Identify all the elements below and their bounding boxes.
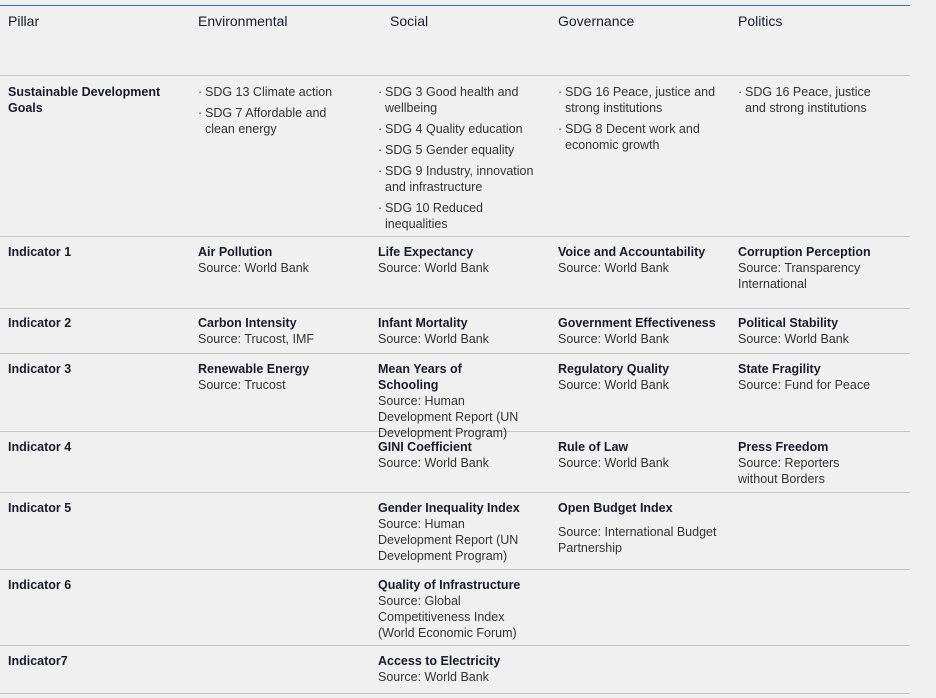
indicator-name: Access to Electricity — [378, 654, 501, 668]
indicator-name: Infant Mortality — [378, 316, 468, 330]
row-label: Indicator 1 — [8, 245, 72, 259]
indicator-cell: Regulatory Quality Source: World Bank — [558, 361, 718, 393]
indicator-name: Gender Inequality Index — [378, 501, 520, 515]
row-label: Indicator 2 — [8, 316, 72, 330]
indicator-name: Rule of Law — [558, 440, 629, 454]
indicator-name: Carbon Intensity — [198, 316, 297, 330]
indicator-cell: Quality of Infrastructure Source: Global … — [378, 577, 523, 641]
sdg-item: SDG 4 Quality education — [378, 121, 538, 137]
indicator-source: Source: World Bank — [378, 332, 489, 346]
row-divider — [0, 431, 910, 432]
indicator-source: Source: Transparency International — [738, 261, 861, 291]
top-rule — [0, 5, 910, 6]
sdg-item: SDG 13 Climate action — [198, 84, 338, 100]
indicator-cell: Infant Mortality Source: World Bank — [378, 315, 523, 347]
sdg-item: SDG 5 Gender equality — [378, 142, 538, 158]
indicator-cell: Political Stability Source: World Bank — [738, 315, 873, 347]
row-label: Indicator 6 — [8, 578, 72, 592]
indicator-source: Source: World Bank — [198, 261, 309, 275]
indicator-cell: GINI Coefficient Source: World Bank — [378, 439, 523, 471]
indicator-source: Source: World Bank — [378, 670, 489, 684]
indicator-name: Political Stability — [738, 316, 839, 330]
row-divider — [0, 492, 910, 493]
sdg-item: SDG 7 Affordable and clean energy — [198, 105, 338, 137]
indicator-name: Regulatory Quality — [558, 362, 670, 376]
indicator-cell: Air Pollution Source: World Bank — [198, 244, 348, 276]
indicator-cell: Corruption Perception Source: Transparenc… — [738, 244, 873, 292]
row-divider — [0, 353, 910, 354]
column-header: Politics — [738, 13, 783, 29]
indicator-source: Source: World Bank — [378, 261, 489, 275]
sdg-item: SDG 16 Peace, justice and strong institu… — [558, 84, 718, 116]
sdg-list: SDG 13 Climate action SDG 7 Affordable an… — [198, 84, 338, 142]
indicator-cell: State Fragility Source: Fund for Peace — [738, 361, 873, 393]
indicator-source: Source: Trucost — [198, 378, 286, 392]
indicator-cell: Life Expectancy Source: World Bank — [378, 244, 523, 276]
row-divider — [0, 75, 910, 76]
indicator-source: Source: World Bank — [738, 332, 849, 346]
row-divider — [0, 308, 910, 309]
row-label: Indicator 5 — [8, 501, 72, 515]
sdg-item: SDG 10 Reduced inequalities — [378, 200, 538, 232]
sdg-item: SDG 9 Industry, innovation and infrastru… — [378, 163, 538, 195]
indicator-name: GINI Coefficient — [378, 440, 472, 454]
indicator-source: Source: Global Competitiveness Index (Wo… — [378, 594, 517, 640]
indicator-cell: Rule of Law Source: World Bank — [558, 439, 718, 471]
indicator-source: Source: Human Development Report (UN Dev… — [378, 394, 519, 440]
column-header: Environmental — [198, 13, 288, 29]
column-header: Governance — [558, 13, 635, 29]
indicator-name: Voice and Accountability — [558, 245, 706, 259]
indicator-cell: Gender Inequality Index Source: Human Dev… — [378, 500, 523, 564]
sdg-list: SDG 3 Good health and wellbeing SDG 4 Qua… — [378, 84, 538, 237]
sdg-item: SDG 8 Decent work and economic growth — [558, 121, 718, 153]
indicator-cell: Open Budget Index Source: International B… — [558, 500, 718, 556]
indicator-source: Source: World Bank — [558, 456, 669, 470]
indicator-source: Source: World Bank — [558, 378, 669, 392]
column-header: Social — [390, 13, 429, 29]
indicator-cell: Renewable Energy Source: Trucost — [198, 361, 348, 393]
indicator-source: Source: Reporters without Borders — [738, 456, 840, 486]
row-divider — [0, 236, 910, 237]
indicator-source: Source: World Bank — [558, 332, 669, 346]
indicator-source: Source: Trucost, IMF — [198, 332, 315, 346]
column-header: Pillar — [8, 13, 40, 29]
indicator-cell: Voice and Accountability Source: World Ba… — [558, 244, 718, 276]
indicator-name: Press Freedom — [738, 440, 829, 454]
row-label: Indicator7 — [8, 654, 68, 668]
row-divider — [0, 693, 910, 694]
row-divider — [0, 645, 910, 646]
indicator-source: Source: World Bank — [558, 261, 669, 275]
sdg-item: SDG 3 Good health and wellbeing — [378, 84, 538, 116]
indicator-name: Quality of Infrastructure — [378, 578, 521, 592]
indicator-source: Source: Human Development Report (UN Dev… — [378, 517, 519, 563]
indicator-name: Corruption Perception — [738, 245, 871, 259]
row-label: Sustainable Development Goals — [8, 85, 161, 115]
indicator-name: Renewable Energy — [198, 362, 310, 376]
indicator-name: Mean Years of Schooling — [378, 362, 462, 392]
indicator-cell: Government Effectiveness Source: World Ba… — [558, 315, 718, 347]
indicator-source: Source: International Budget Partnership — [558, 525, 717, 555]
indicator-cell: Access to Electricity Source: World Bank — [378, 653, 523, 685]
row-divider — [0, 569, 910, 570]
indicator-source: Source: Fund for Peace — [738, 378, 871, 392]
indicator-name: State Fragility — [738, 362, 821, 376]
indicator-cell: Carbon Intensity Source: Trucost, IMF — [198, 315, 348, 347]
row-label: Indicator 4 — [8, 440, 72, 454]
indicator-cell: Mean Years of Schooling Source: Human Dev… — [378, 361, 523, 441]
indicator-cell: Press Freedom Source: Reporters without B… — [738, 439, 873, 487]
indicator-name: Air Pollution — [198, 245, 273, 259]
sdg-list: SDG 16 Peace, justice and strong institu… — [558, 84, 718, 158]
indicator-name: Open Budget Index — [558, 501, 673, 515]
indicator-name: Government Effectiveness — [558, 316, 716, 330]
sdg-item: SDG 16 Peace, justice and strong institu… — [738, 84, 873, 116]
row-label: Indicator 3 — [8, 362, 72, 376]
indicator-source: Source: World Bank — [378, 456, 489, 470]
indicator-name: Life Expectancy — [378, 245, 474, 259]
sdg-list: SDG 16 Peace, justice and strong institu… — [738, 84, 873, 121]
